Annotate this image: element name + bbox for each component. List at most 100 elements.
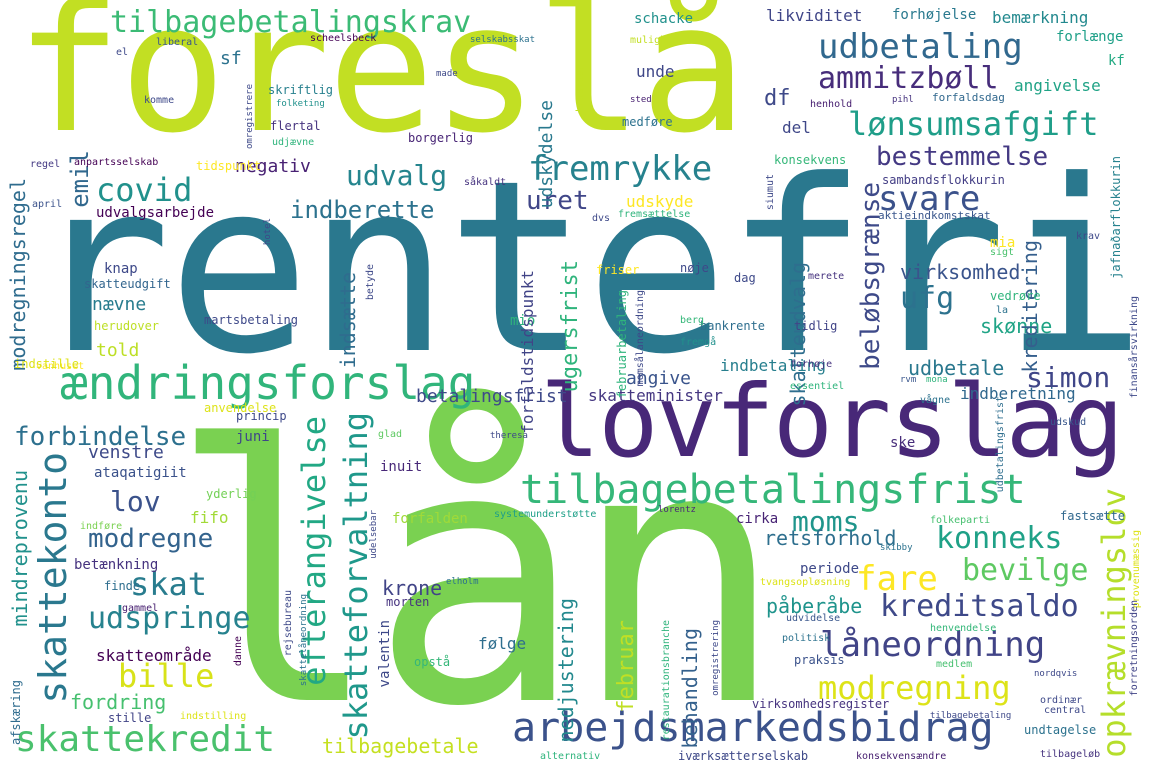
word-sf: sf <box>220 48 242 69</box>
word-modregne: modregne <box>88 524 214 554</box>
word-told: told <box>96 340 140 361</box>
word-laneordning: låneordning <box>820 625 1046 665</box>
word-fremrykke: fremrykke <box>528 149 713 189</box>
word-fastsaette: fastsætte <box>1060 509 1126 523</box>
word-scheelsbeck: scheelsbeck <box>310 33 377 44</box>
word-folkeparti: folkeparti <box>930 515 991 526</box>
word-hotel: hotel <box>263 218 273 246</box>
word-anpartsselskab: anpartsselskab <box>74 157 159 168</box>
word-indfore: indføre <box>80 521 123 532</box>
word-juni: juni <box>236 429 270 445</box>
word-schacke: schacke <box>634 11 694 27</box>
word-negativ: negativ <box>235 156 311 177</box>
word-konsekvensaendre: konsekvensændre <box>856 751 947 762</box>
word-foresla: foreslå <box>15 0 747 172</box>
word-bankrente: bankrente <box>700 319 766 333</box>
word-bevilge: bevilge <box>962 553 1089 588</box>
word-gammel: gammel <box>122 603 159 614</box>
word-kristian: kristian <box>575 64 586 113</box>
word-lovforslag: lovforslag <box>540 363 1124 480</box>
word-fifo: fifo <box>190 508 229 527</box>
word-fordring: fordring <box>70 690 167 714</box>
word-svare: svare <box>878 179 981 219</box>
word-krone: krone <box>382 576 443 600</box>
word-forhoje: forhøje <box>790 359 833 370</box>
word-nordqvis: nordqvis <box>1034 669 1078 679</box>
word-forlaenge: forlænge <box>1056 29 1124 45</box>
word-folge: følge <box>478 634 527 653</box>
word-aktieindkomstskat: aktieindkomstskat <box>878 209 991 222</box>
word-arbejdsmarkedsbidrag: arbejdsmarkedsbidrag <box>512 705 994 751</box>
word-borgerlig: borgerlig <box>408 131 474 145</box>
word-udspringe: udspringe <box>88 601 251 636</box>
word-ufg: ufg <box>900 281 955 316</box>
word-df: df <box>764 86 791 111</box>
word-lorentz: lorentz <box>658 505 696 515</box>
word-sambandsflokkurin: sambandsflokkurin <box>882 173 1005 187</box>
word-forhojelse: forhøjelse <box>892 7 977 23</box>
word-virksomhedsregister: virksomhedsregister <box>752 697 890 711</box>
word-essentiel: essentiel <box>790 381 845 392</box>
word-jafnadarflokkurin: jafnaðarflokkurin <box>1109 156 1123 279</box>
word-rvm: rvm <box>900 375 917 385</box>
word-henhold: henhold <box>810 99 853 110</box>
word-momslaneordning: momsålaneordning <box>635 290 646 387</box>
word-udbetaling: udbetaling <box>818 27 1023 67</box>
word-inuit: inuit <box>380 459 423 475</box>
word-mindreprovenu: mindreprovenu <box>8 470 32 627</box>
word-glad: glad <box>378 429 403 440</box>
word-el: el <box>116 47 129 58</box>
word-rentefri: rentefri <box>28 130 1146 407</box>
word-elholm: elholm <box>446 577 479 587</box>
word-simon: simon <box>1026 361 1111 394</box>
word-venstre: venstre <box>88 442 164 463</box>
word-del: del <box>782 118 811 137</box>
word-regel: regel <box>30 159 61 170</box>
word-medlem: medlem <box>936 659 973 670</box>
word-paberabe: påberåbe <box>766 594 863 618</box>
word-valentin: valentin <box>377 620 393 688</box>
word-skatteudgift: skatteudgift <box>84 277 171 291</box>
word-fremga: fremgå <box>680 337 717 348</box>
word-udelsebar: udelsebar <box>369 510 379 559</box>
word-konneks: konneks <box>936 521 1063 556</box>
word-folketing: folketing <box>276 99 325 109</box>
word-theresa: theresa <box>490 431 528 441</box>
word-dag: dag <box>734 271 756 285</box>
word-likviditet: likviditet <box>766 6 863 25</box>
word-medfore: medføre <box>622 115 673 129</box>
word-udskyde: udskyde <box>626 192 694 211</box>
word-tilbagelob: tilbageløb <box>1040 749 1101 760</box>
word-restaurationsbranche: restaurationsbranche <box>661 620 672 741</box>
word-ordinaer: ordinær <box>1040 695 1083 706</box>
word-stille: stille <box>108 711 152 725</box>
word-opkraevningslov: opkrævningslov <box>1095 488 1133 758</box>
word-modregningsregel: modregningsregel <box>6 178 30 371</box>
word-tilbagebetaling: tilbagebetaling <box>930 711 1012 721</box>
word-merete: merete <box>808 271 845 282</box>
word-kreditsaldo: kreditsaldo <box>880 589 1079 624</box>
word-udskud: udskud <box>1050 417 1087 428</box>
word-selskabsskat: selskabsskat <box>470 35 536 45</box>
word-naevne: nævne <box>92 294 147 315</box>
word-skibby: skibby <box>880 543 913 553</box>
word-afskaering: afskæring <box>9 680 23 746</box>
word-periode: periode <box>800 561 860 577</box>
word-udjaevne: udjævne <box>272 137 315 148</box>
word-forfaldstidspunkt: forfaldstidspunkt <box>518 270 537 434</box>
word-virksomhed: virksomhed <box>900 260 1021 284</box>
word-mulighed: mulighed <box>630 35 679 46</box>
word-finde: finde <box>104 579 141 593</box>
word-central: central <box>1044 705 1087 716</box>
word-indberetning: indberetning <box>960 384 1076 403</box>
word-april: april <box>32 199 63 210</box>
word-udvalgsarbejde: udvalgsarbejde <box>96 205 215 221</box>
word-udvidelse: udvidelse <box>786 613 841 624</box>
word-covid: covid <box>96 171 193 209</box>
word-krav: krav <box>1076 231 1101 242</box>
word-unde: unde <box>636 62 675 81</box>
word-betyde: betyde <box>365 264 376 301</box>
word-kf: kf <box>1108 53 1125 69</box>
word-ivaerksaetterselskab: iværksætterselskab <box>678 749 809 763</box>
word-opsta: opstå <box>414 655 451 669</box>
